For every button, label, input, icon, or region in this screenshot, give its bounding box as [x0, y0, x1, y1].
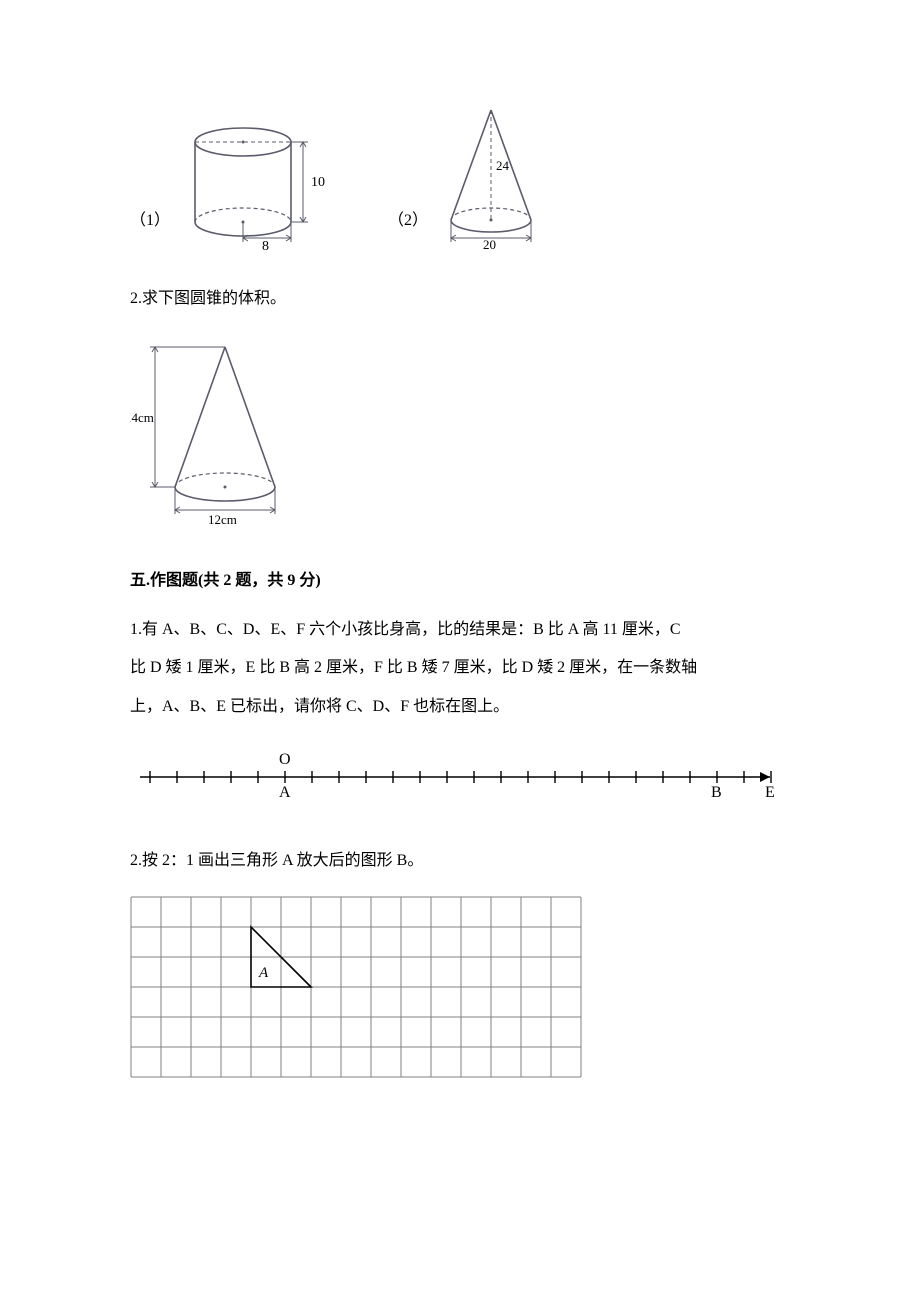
q1-line3: 上，A、B、E 已标出，请你将 C、D、F 也标在图上。	[130, 688, 790, 726]
cylinder-height-text: 10	[311, 175, 325, 190]
cone1-height-text: 24	[496, 158, 510, 173]
section5-q1-text: 1.有 A、B、C、D、E、F 六个小孩比身高，比的结果是：B 比 A 高 11…	[130, 611, 790, 726]
label-O: O	[279, 751, 291, 768]
cone2-svg: 14cm 12cm	[130, 332, 300, 532]
cylinder-radius-text: 8	[262, 239, 269, 250]
cone2-height-text: 14cm	[130, 410, 154, 425]
label-B: B	[711, 784, 722, 801]
section-5-title: 五.作图题(共 2 题，共 9 分)	[130, 562, 790, 600]
grid-figure: A	[130, 896, 790, 1078]
figure-row-1: （1） 10 8 （2）	[130, 100, 790, 250]
q1-line1: 1.有 A、B、C、D、E、F 六个小孩比身高，比的结果是：B 比 A 高 11…	[130, 611, 790, 649]
number-line-svg: O A B E	[130, 742, 790, 812]
label-E: E	[765, 784, 775, 801]
cone2-diameter-text: 12cm	[208, 512, 237, 527]
cylinder-svg: 10 8	[178, 120, 328, 250]
figure-2-cone: （2） 24 20	[388, 100, 556, 250]
section5-q2-text: 2.按 2：1 画出三角形 A 放大后的图形 B。	[130, 842, 790, 880]
q1-line2: 比 D 矮 1 厘米，E 比 B 高 2 厘米，F 比 B 矮 7 厘米，比 D…	[130, 649, 790, 687]
number-line: O A B E	[130, 742, 790, 812]
label-A: A	[279, 784, 291, 801]
q2-cone-text: 2.求下图圆锥的体积。	[130, 280, 790, 318]
figure-1-cylinder: （1） 10 8	[130, 120, 328, 250]
figure-2-label: （2）	[388, 202, 428, 250]
cone1-svg: 24 20	[436, 100, 556, 250]
grid-svg: A	[130, 896, 582, 1078]
cone1-diameter-text: 20	[483, 237, 496, 250]
svg-text:A: A	[258, 965, 269, 981]
figure-1-label: （1）	[130, 202, 170, 250]
